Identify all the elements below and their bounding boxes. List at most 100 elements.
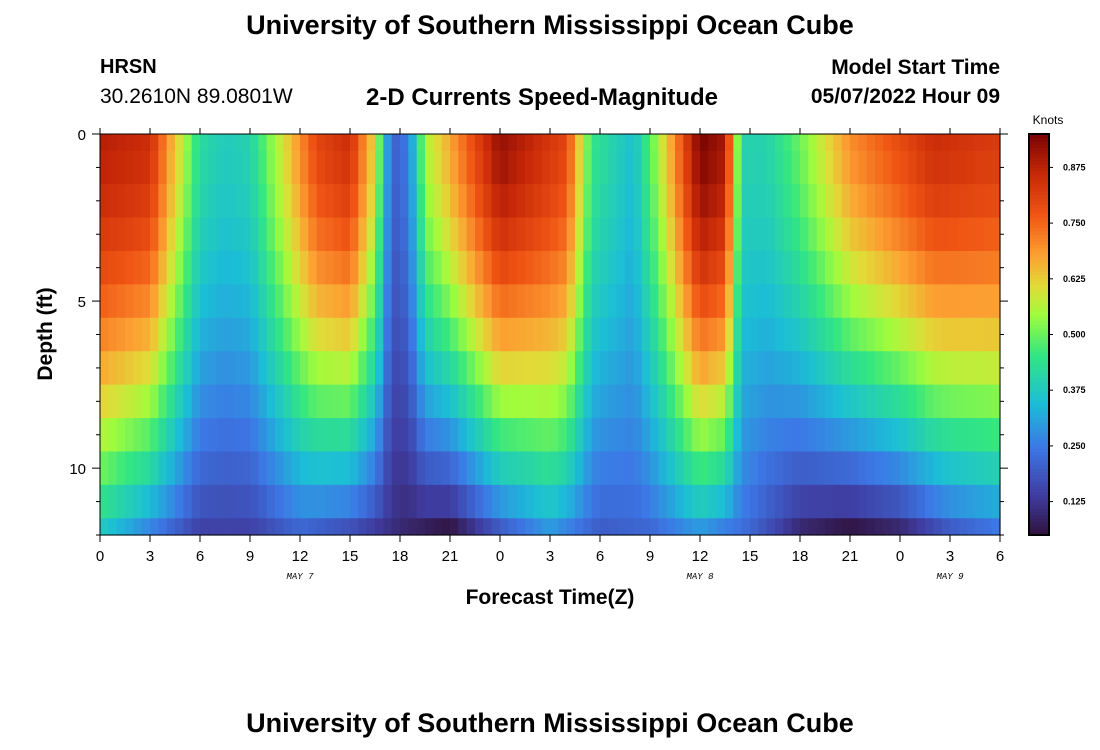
heatmap-cell [500,250,509,285]
heatmap-cell [816,351,826,386]
heatmap-cell [750,351,759,386]
heatmap-cell [441,418,451,453]
heatmap-cell [925,351,934,386]
y-tick-label: 10 [69,461,86,478]
colorbar-segment [1029,461,1049,466]
colorbar-segment [1029,384,1049,389]
heatmap-cell [650,451,659,486]
heatmap-cell [725,150,734,185]
colorbar-segment [1029,418,1049,422]
heatmap-cell [125,518,134,536]
heatmap-cell [225,217,234,252]
colorbar-tick-label: 0.500 [1063,330,1086,340]
heatmap-cell [533,250,543,285]
heatmap-cell [583,150,593,185]
heatmap-cell [575,284,584,319]
heatmap-cell [591,284,601,319]
heatmap-cell [141,150,151,185]
colorbar-segment [1029,207,1049,212]
heatmap-cell [358,134,368,152]
heatmap-cell [116,250,126,285]
heatmap-cell [183,351,193,386]
heatmap-cell [908,134,918,152]
heatmap-cell [125,134,134,152]
heatmap-cell [933,217,943,252]
heatmap-cell [216,384,226,419]
heatmap-cell [233,250,243,285]
heatmap-cell [241,284,251,319]
heatmap-cell [308,284,318,319]
heatmap-cell [550,484,559,519]
heatmap-cell [325,351,334,386]
heatmap-cell [908,317,918,352]
colorbar-segment [1029,474,1049,479]
heatmap-cell [325,150,334,185]
heatmap-cell [300,150,309,185]
heatmap-cell [766,384,776,419]
colorbar-segment [1029,247,1049,252]
heatmap-cell [391,418,401,453]
heatmap-cell [350,451,359,486]
heatmap-cell [366,250,376,285]
heatmap-cell [375,217,384,252]
heatmap-cell [700,150,709,185]
heatmap-cell [258,384,268,419]
heatmap-cell [491,134,501,152]
heatmap-cell [233,384,243,419]
heatmap-cell [150,250,159,285]
heatmap-cell [591,150,601,185]
heatmap-cell [791,351,801,386]
heatmap-cell [825,317,834,352]
heatmap-cell [808,384,818,419]
heatmap-cell [950,284,959,319]
heatmap-cell [408,317,418,352]
colorbar-segment [1029,367,1049,372]
heatmap-cell [816,384,826,419]
heatmap-cell [983,217,993,252]
heatmap-cell [575,217,584,252]
heatmap-cell [308,451,318,486]
heatmap-cell [733,518,743,536]
heatmap-cell [483,518,493,536]
heatmap-cell [450,351,459,386]
heatmap-cell [216,150,226,185]
heatmap-cell [466,150,476,185]
heatmap-cell [741,217,751,252]
heatmap-cell [675,317,684,352]
heatmap-cell [900,284,909,319]
heatmap-cell [600,518,609,536]
heatmap-cell [941,451,951,486]
heatmap-cell [491,518,501,536]
heatmap-cell [650,351,659,386]
heatmap-cell [200,250,209,285]
heatmap-cell [316,351,326,386]
heatmap-cell [991,351,1001,386]
heatmap-cell [941,150,951,185]
heatmap-cell [400,484,409,519]
heatmap-cell [725,184,734,219]
heatmap-cell [158,484,168,519]
heatmap-cell [225,451,234,486]
heatmap-cell [475,384,484,419]
heatmap-cell [958,184,968,219]
heatmap-cell [308,351,318,386]
heatmap-cell [966,250,976,285]
heatmap-cell [458,250,468,285]
heatmap-cell [691,484,701,519]
colorbar-segment [1029,488,1049,493]
heatmap-cell [900,484,909,519]
heatmap-cell [308,150,318,185]
heatmap-cell [333,317,343,352]
heatmap-cell [475,317,484,352]
heatmap-cell [700,184,709,219]
heatmap-cell [400,284,409,319]
heatmap-cell [241,518,251,536]
heatmap-cell [658,484,668,519]
heatmap-cell [250,250,259,285]
heatmap-cell [300,351,309,386]
heatmap-cell [433,150,443,185]
x-tick-label: 15 [342,548,359,565]
heatmap-cell [558,150,568,185]
heatmap-cell [391,134,401,152]
heatmap-cell [466,134,476,152]
